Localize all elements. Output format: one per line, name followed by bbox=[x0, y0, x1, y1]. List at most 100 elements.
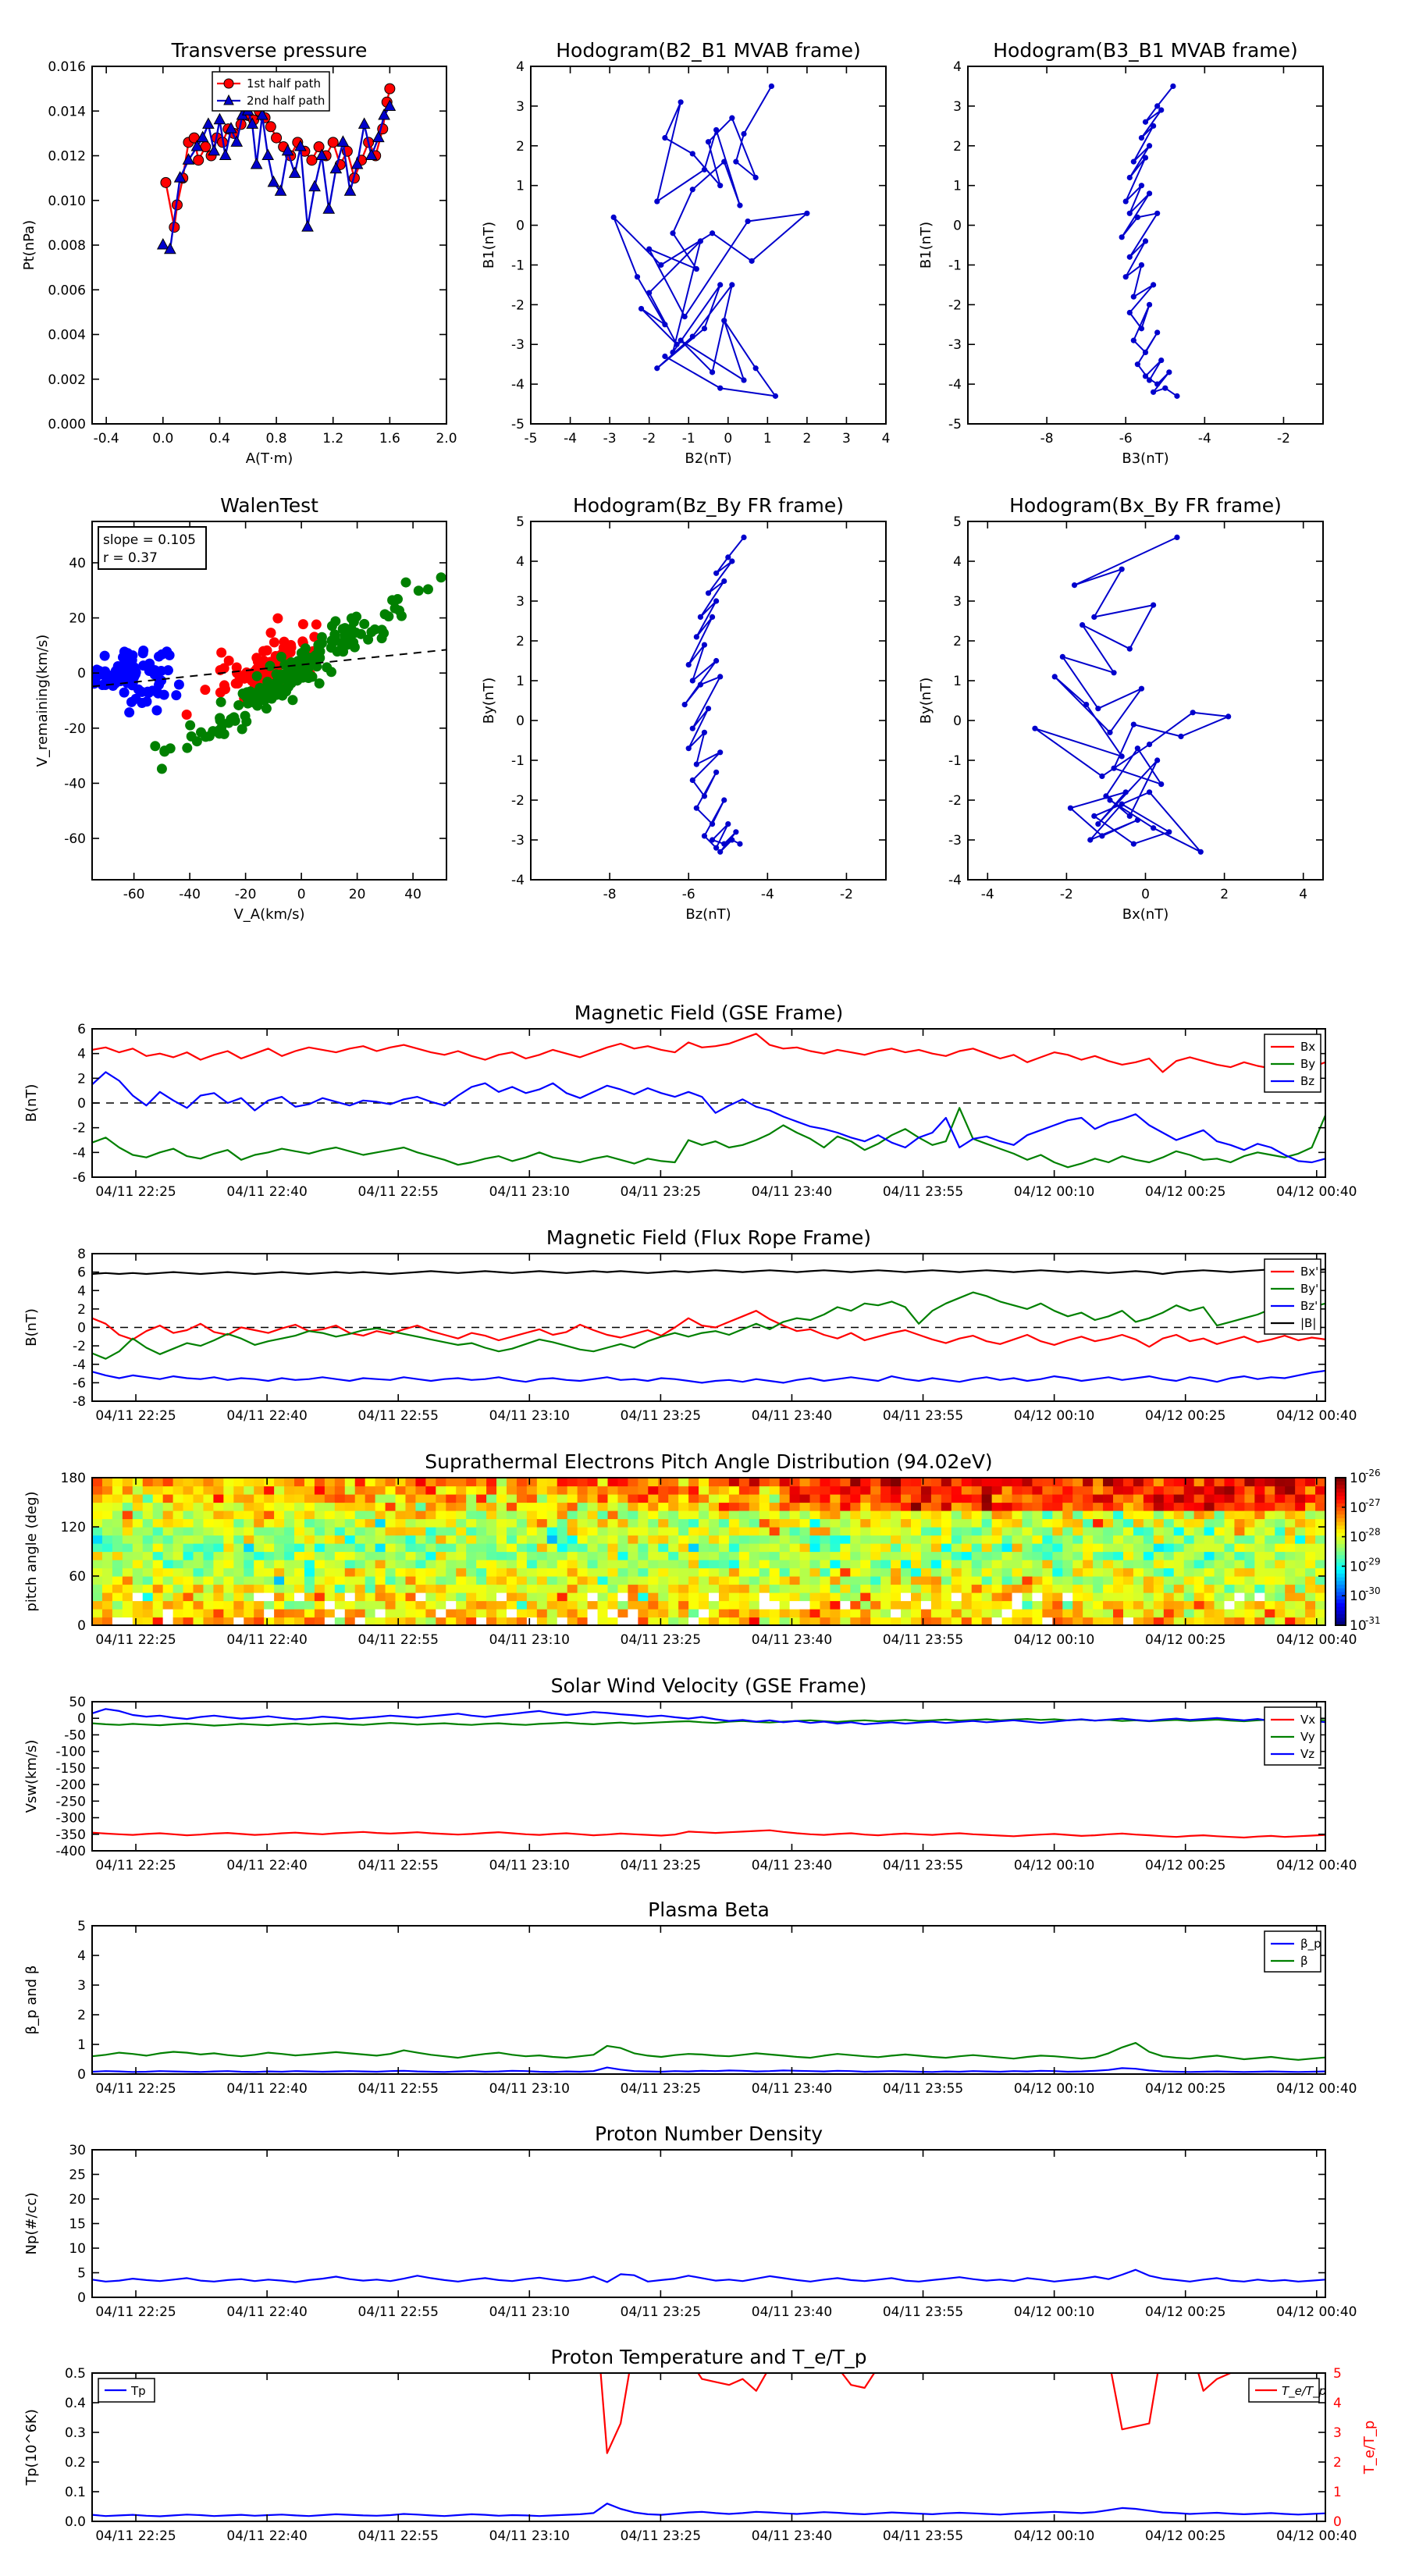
heatmap-cell bbox=[1244, 1518, 1255, 1528]
heatmap-cell bbox=[142, 1551, 154, 1560]
heatmap-cell bbox=[294, 1535, 305, 1544]
data-point bbox=[1142, 238, 1149, 244]
heatmap-cell bbox=[1133, 1584, 1144, 1593]
data-point bbox=[709, 821, 716, 827]
heatmap-cell bbox=[648, 1485, 659, 1495]
heatmap-cell bbox=[213, 1551, 224, 1560]
heatmap-cell bbox=[1173, 1502, 1185, 1511]
heatmap-cell bbox=[486, 1535, 497, 1544]
heatmap-cell bbox=[365, 1510, 376, 1520]
heatmap-cell bbox=[648, 1527, 659, 1536]
data-point bbox=[1051, 674, 1058, 680]
heatmap-cell bbox=[668, 1617, 679, 1625]
heatmap-cell bbox=[628, 1485, 638, 1495]
heatmap-cell bbox=[799, 1576, 811, 1585]
heatmap-cell bbox=[901, 1485, 912, 1495]
heatmap-cell bbox=[496, 1543, 507, 1553]
heatmap-cell bbox=[870, 1485, 881, 1495]
heatmap-cell bbox=[436, 1576, 446, 1585]
heatmap-cell bbox=[546, 1510, 558, 1520]
colorbar-tick-exponent: -30 bbox=[1365, 1585, 1381, 1596]
heatmap-cell bbox=[941, 1567, 952, 1577]
heatmap-cell bbox=[941, 1592, 952, 1602]
heatmap-cell bbox=[334, 1478, 346, 1487]
data-point bbox=[294, 139, 307, 151]
heatmap-cell bbox=[891, 1543, 902, 1553]
heatmap-cell bbox=[1052, 1485, 1063, 1495]
data-point bbox=[1071, 582, 1078, 589]
data-point bbox=[1032, 725, 1038, 731]
heatmap-cell bbox=[1153, 1617, 1165, 1625]
y-tick-label: 8 bbox=[77, 1247, 86, 1262]
heatmap-cell bbox=[213, 1518, 224, 1528]
heatmap-cell bbox=[891, 1600, 902, 1610]
heatmap-cell bbox=[1193, 1617, 1205, 1625]
heatmap-cell bbox=[699, 1527, 710, 1536]
data-point bbox=[725, 821, 731, 827]
heatmap-cell bbox=[718, 1535, 730, 1544]
heatmap-cell bbox=[132, 1535, 144, 1544]
heatmap-cell bbox=[1153, 1527, 1165, 1536]
heatmap-cell bbox=[557, 1592, 568, 1602]
heatmap-cell bbox=[233, 1502, 244, 1511]
heatmap-cell bbox=[1001, 1478, 1013, 1487]
heatmap-cell bbox=[173, 1535, 184, 1544]
data-point bbox=[265, 121, 276, 133]
heatmap-cell bbox=[779, 1510, 791, 1520]
heatmap-cell bbox=[1214, 1567, 1225, 1577]
heatmap-cell bbox=[385, 1535, 397, 1544]
colorbar-frame bbox=[1335, 1477, 1346, 1626]
data-point bbox=[383, 99, 397, 112]
heatmap-cell bbox=[1183, 1617, 1195, 1625]
heatmap-cell bbox=[1183, 1609, 1195, 1618]
heatmap-cell bbox=[1113, 1543, 1124, 1553]
heatmap-cell bbox=[233, 1567, 244, 1577]
data-point bbox=[717, 282, 724, 288]
scatter-point bbox=[55, 663, 65, 673]
heatmap-cell bbox=[759, 1478, 770, 1487]
heatmap-cell bbox=[546, 1478, 558, 1487]
heatmap-cell bbox=[334, 1551, 346, 1560]
heatmap-cell bbox=[1285, 1551, 1296, 1560]
heatmap-cell bbox=[850, 1502, 861, 1511]
x-tick-label: 0.0 bbox=[152, 431, 173, 447]
heatmap-cell bbox=[193, 1600, 205, 1610]
heatmap-cell bbox=[597, 1560, 609, 1569]
heatmap-cell bbox=[860, 1551, 871, 1560]
heatmap-cell bbox=[456, 1609, 467, 1618]
heatmap-cell bbox=[971, 1609, 983, 1618]
x-tick-label: -4 bbox=[1198, 431, 1211, 447]
data-point bbox=[689, 151, 695, 157]
heatmap-cell bbox=[688, 1485, 699, 1495]
heatmap-cell bbox=[860, 1518, 871, 1528]
heatmap-cell bbox=[971, 1485, 983, 1495]
heatmap-cell bbox=[526, 1567, 538, 1577]
heatmap-cell bbox=[244, 1560, 254, 1569]
heatmap-cell bbox=[496, 1592, 507, 1602]
x-tick-label: 04/11 22:55 bbox=[358, 1408, 439, 1424]
data-point bbox=[1134, 745, 1140, 752]
heatmap-cell bbox=[779, 1592, 791, 1602]
heatmap-cell bbox=[1285, 1518, 1296, 1528]
heatmap-cell bbox=[92, 1560, 103, 1569]
heatmap-cell bbox=[1001, 1502, 1013, 1511]
scatter-point bbox=[119, 687, 130, 698]
heatmap-cell bbox=[688, 1592, 699, 1602]
scatter-point bbox=[92, 670, 103, 681]
heatmap-cell bbox=[638, 1494, 649, 1503]
heatmap-cell bbox=[738, 1617, 750, 1625]
heatmap-cell bbox=[1093, 1510, 1104, 1520]
heatmap-cell bbox=[142, 1560, 154, 1569]
heatmap-cell bbox=[789, 1600, 801, 1610]
y-tick-label: 0.0 bbox=[65, 2514, 86, 2530]
data-point bbox=[357, 117, 371, 129]
heatmap-cell bbox=[1042, 1527, 1053, 1536]
heatmap-cell bbox=[1264, 1510, 1275, 1520]
heatmap-cell bbox=[516, 1535, 528, 1544]
heatmap-cell bbox=[607, 1560, 619, 1569]
heatmap-cell bbox=[425, 1609, 436, 1618]
heatmap-cell bbox=[486, 1600, 497, 1610]
heatmap-cell bbox=[183, 1518, 194, 1528]
heatmap-cell bbox=[820, 1600, 831, 1610]
heatmap-cell bbox=[254, 1567, 265, 1577]
